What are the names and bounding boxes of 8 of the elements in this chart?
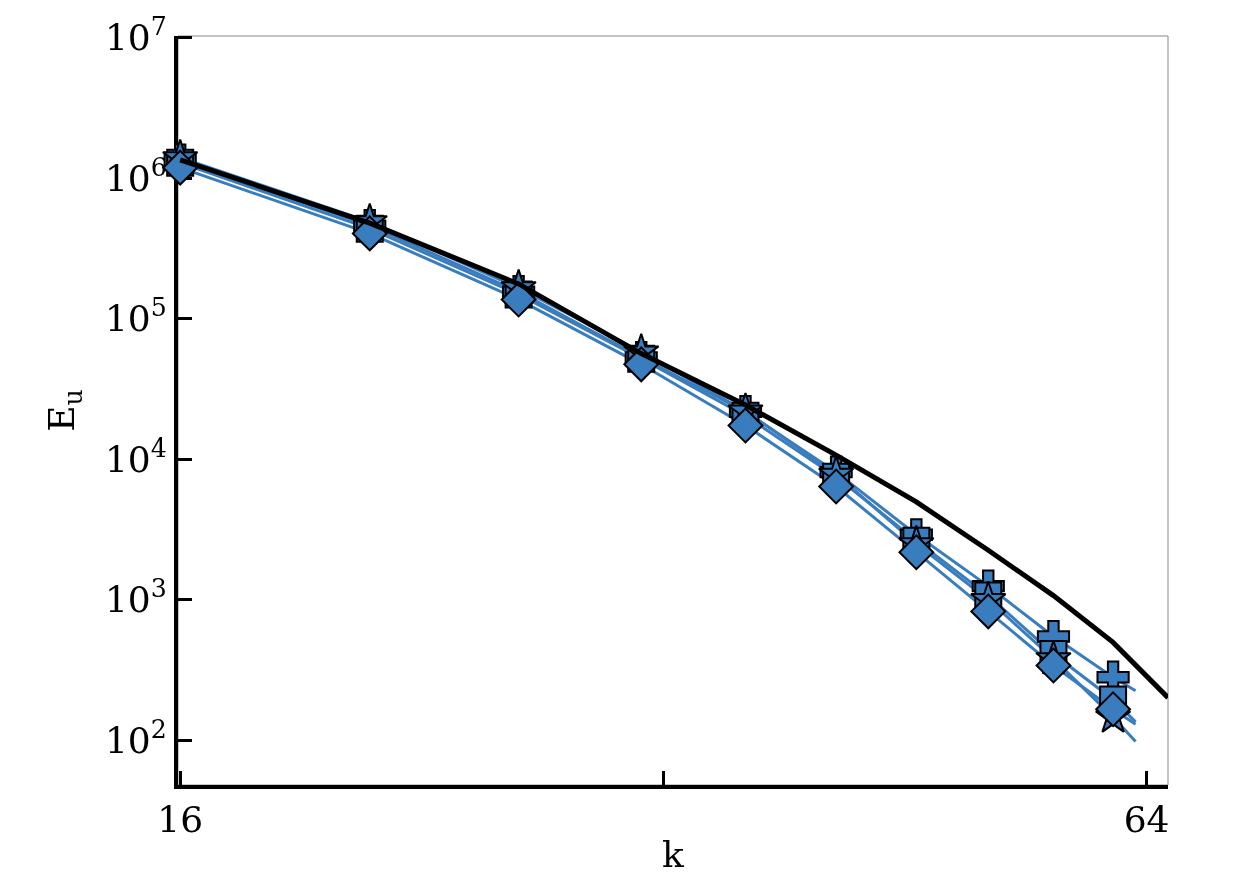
y-tick-label: 10$^{7}$ <box>104 12 167 59</box>
y-tick-label: 10$^{4}$ <box>104 433 167 480</box>
x-tick-label: 16 <box>157 799 204 841</box>
x-tick-label: 64 <box>1123 799 1170 841</box>
y-tick-label: 10$^{5}$ <box>104 293 167 340</box>
y-tick-label: 10$^{2}$ <box>104 714 167 761</box>
y-tick-label: 10$^{3}$ <box>104 574 167 621</box>
x-axis-title: k <box>662 834 686 876</box>
